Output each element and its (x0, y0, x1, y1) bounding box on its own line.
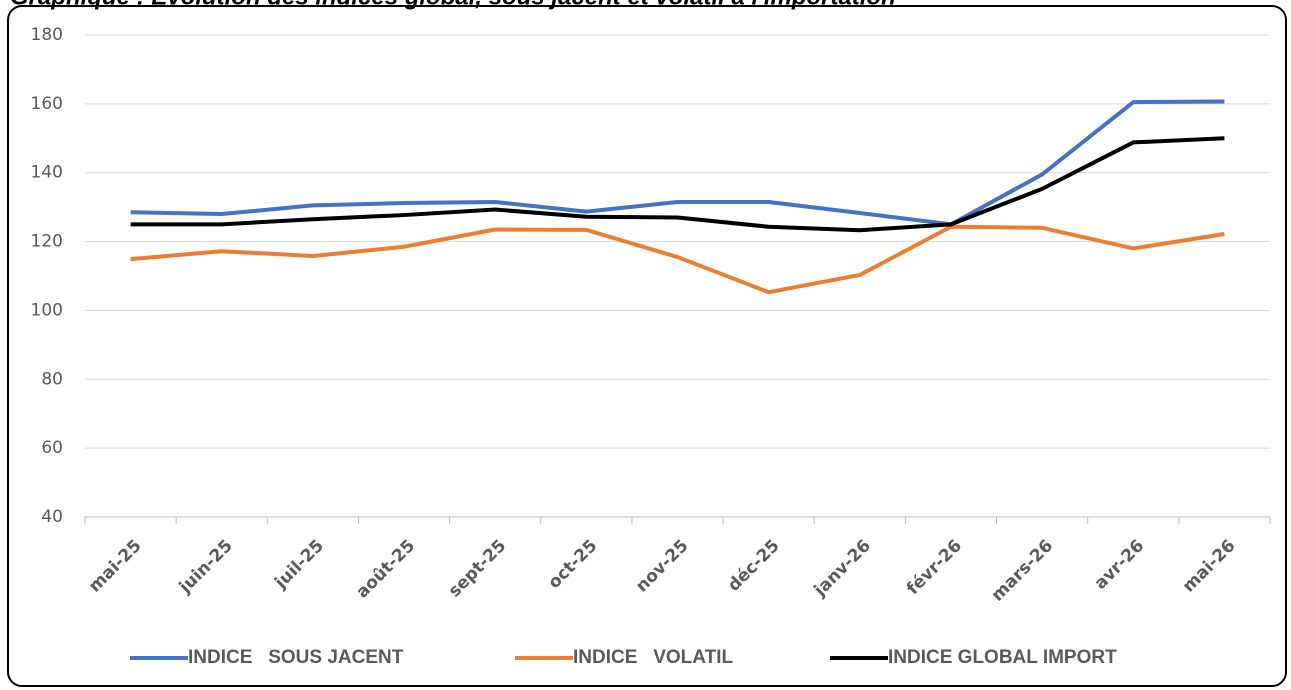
y-tick-label: 40 (41, 507, 63, 527)
y-tick-label: 80 (41, 369, 63, 389)
y-tick-label: 180 (31, 25, 63, 45)
y-tick-label: 160 (31, 94, 63, 114)
series-line (130, 136, 1225, 233)
legend-label: INDICE VOLATIL (573, 647, 733, 668)
series-line (130, 224, 1225, 295)
y-tick-label: 140 (31, 163, 63, 183)
y-tick-label: 60 (41, 438, 63, 458)
chart-title: Graphique : Evolution des indices global… (10, 0, 896, 10)
y-tick-label: 120 (31, 232, 63, 252)
chart-frame (7, 5, 1287, 687)
series-line (130, 99, 1225, 227)
legend-label: INDICE SOUS JACENT (188, 647, 404, 668)
legend-label: INDICE GLOBAL IMPORT (888, 647, 1117, 668)
y-tick-label: 100 (31, 300, 63, 320)
